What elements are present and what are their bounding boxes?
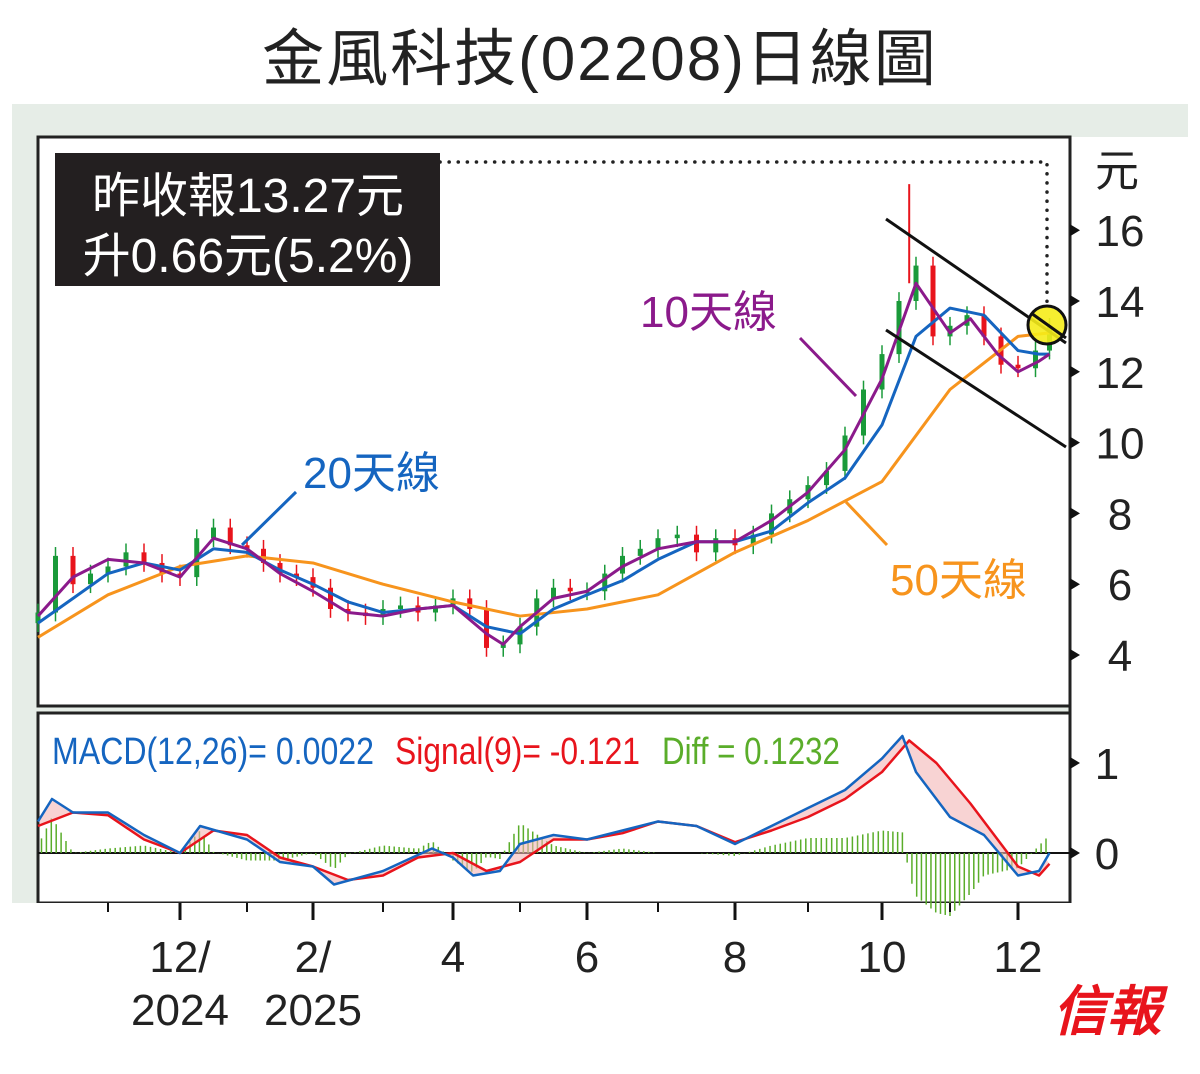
candle-body: [398, 605, 403, 609]
dotted-guide: [438, 160, 1049, 307]
candle-body: [1015, 364, 1021, 369]
channel-upper-line-over: [1030, 311, 1067, 340]
candle-body: [750, 534, 756, 546]
macd-y-tick-label: 0: [1095, 830, 1119, 879]
candle-body: [1033, 350, 1038, 369]
candle-body: [500, 644, 506, 648]
channel-lower-line: [885, 328, 1067, 449]
ma10-line: [36, 281, 1051, 646]
x-tick-label: 12/: [149, 933, 211, 982]
candle-body: [484, 608, 489, 648]
candle-body: [981, 315, 987, 337]
diff-legend: Diff = 0.1232: [662, 731, 840, 773]
candle-body: [294, 573, 299, 578]
y-tick-label: 6: [1108, 561, 1132, 610]
macd-y-tick: [1070, 757, 1080, 769]
y-unit-label: 元: [1095, 147, 1139, 196]
candle-body: [105, 566, 111, 574]
ma20-pointer: [240, 490, 298, 547]
info-close: 昨收報13.27元: [92, 170, 404, 223]
candle-body: [620, 555, 625, 574]
candle-body: [141, 552, 147, 563]
candle-body: [930, 265, 936, 337]
macd-legend: MACD(12,26)= 0.0022: [52, 731, 374, 773]
ma50-label: 50天線: [890, 556, 1027, 605]
y-tick-label: 4: [1108, 632, 1132, 681]
candle-body: [433, 605, 438, 613]
candle-body: [694, 534, 699, 553]
x-tick-label: 10: [858, 933, 907, 982]
y-tick: [1070, 436, 1080, 449]
macd-y-tick-label: 1: [1095, 740, 1119, 789]
candle-body: [70, 555, 76, 585]
ma20-label: 20天線: [303, 449, 440, 498]
candle-body: [517, 626, 523, 645]
info-box: [55, 153, 440, 286]
macd-marks: [36, 734, 1070, 916]
x-tick-label: 8: [723, 933, 747, 982]
macd-line: [36, 734, 1051, 886]
candle-body: [637, 548, 643, 556]
candle-body: [769, 513, 774, 535]
candle-body: [35, 612, 41, 624]
ma10-pointer: [798, 336, 858, 398]
x-tick-label: 6: [575, 933, 599, 982]
x-tick-year: 2024: [131, 986, 229, 1035]
candle-body: [261, 548, 266, 563]
chart-title: 金風科技(02208)日線圖: [262, 25, 938, 94]
y-tick-label: 14: [1096, 278, 1145, 327]
candle-body: [567, 587, 573, 592]
candle-body: [345, 608, 351, 613]
y-tick: [1070, 365, 1080, 378]
price-marks: [35, 184, 1052, 657]
candle-body: [53, 555, 58, 613]
candle-body: [123, 552, 129, 567]
candle-body: [277, 562, 283, 574]
candle-body: [674, 534, 680, 539]
y-tick-label: 8: [1108, 490, 1132, 539]
x-tick-label: 4: [441, 933, 465, 982]
xaxis-area: [12, 903, 1188, 1062]
candle-body: [879, 354, 885, 390]
candle-body: [328, 587, 333, 609]
y-tick: [1070, 578, 1080, 591]
macd-y-tick: [1070, 847, 1080, 859]
candle-body: [159, 562, 165, 574]
x-tick-label: 2/: [295, 933, 332, 982]
ma20-line: [37, 306, 1050, 636]
axis-area: [1070, 137, 1188, 903]
candle-body: [842, 435, 848, 471]
candle-body: [713, 538, 719, 553]
x-tick-label: 12: [994, 933, 1043, 982]
y-tick: [1070, 224, 1080, 237]
y-tick-label: 12: [1096, 349, 1145, 398]
y-tick-label: 10: [1096, 420, 1145, 469]
candle-body: [310, 577, 316, 588]
candle-body: [551, 587, 556, 599]
xinbao-logo: 信報: [1053, 979, 1168, 1043]
info-change: 升0.66元(5.2%): [83, 230, 414, 283]
y-tick: [1070, 295, 1080, 307]
signal-legend: Signal(9)= -0.121: [395, 731, 640, 773]
ma50-line: [37, 331, 1050, 639]
x-tick-year: 2025: [264, 986, 362, 1035]
candle-body: [824, 470, 829, 486]
candle-body: [467, 598, 473, 609]
y-tick-label: 16: [1096, 207, 1145, 256]
y-tick: [1070, 649, 1080, 661]
candle-body: [602, 573, 608, 592]
candle-body: [88, 573, 93, 585]
candle-body: [655, 538, 661, 549]
candle-body: [211, 527, 216, 539]
ma50-pointer: [844, 500, 889, 547]
ma10-label: 10天線: [640, 288, 777, 337]
y-tick: [1070, 507, 1080, 520]
candle-body: [244, 545, 250, 549]
candle-body: [227, 527, 233, 546]
